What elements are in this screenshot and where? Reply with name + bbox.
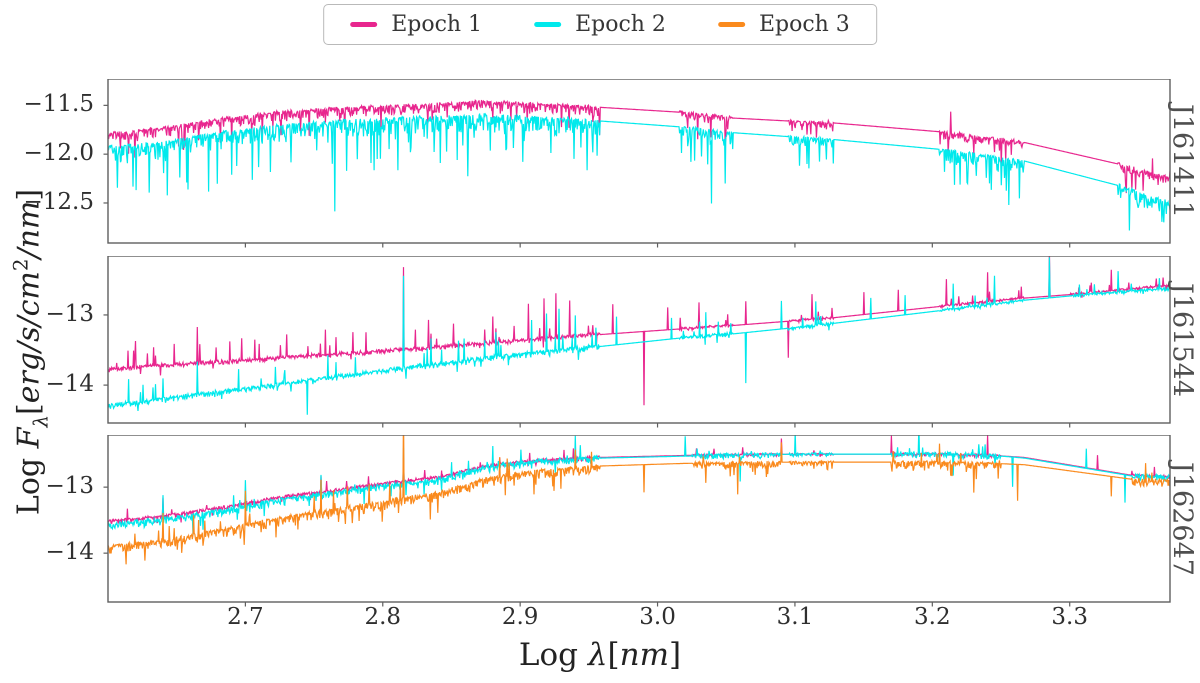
legend-label-epoch-1: Epoch 1: [391, 12, 483, 37]
x-tick-label: 2.8: [364, 604, 402, 630]
x-axis-label: Log λ[nm]: [519, 637, 681, 673]
x-tick-label: 2.7: [227, 604, 264, 630]
y-axis-label-sup-2: 2: [9, 258, 33, 272]
legend-swatch-epoch-1: [350, 22, 378, 27]
y-axis-label: Log Fλ[erg/s/cm2/nm]: [10, 189, 53, 515]
legend: Epoch 1 Epoch 2 Epoch 3: [323, 4, 877, 45]
x-tick-label: 3.1: [776, 604, 814, 630]
series-epoch-2: [108, 112, 1170, 231]
legend-item-epoch-1: Epoch 1: [350, 12, 482, 37]
legend-label-epoch-3: Epoch 3: [758, 12, 850, 37]
series-epoch-2: [108, 257, 1170, 415]
y-tick-label: −14: [45, 539, 94, 566]
x-tick-label: 3.3: [1051, 604, 1088, 630]
y-tick-label: −13: [45, 473, 94, 500]
y-tick-label: −11.5: [23, 91, 94, 118]
series-epoch-1: [108, 435, 1170, 525]
legend-item-epoch-3: Epoch 3: [717, 12, 850, 37]
panel-label-j161411: J161411: [1166, 104, 1198, 218]
y-tick-label: −12.5: [23, 188, 94, 215]
legend-swatch-epoch-3: [717, 22, 745, 27]
x-tick-label: 3.0: [639, 604, 676, 630]
y-tick-label: −14: [45, 371, 94, 398]
y-axis-label-sub-lambda: λ: [29, 414, 53, 428]
panel-label-j161544: J161544: [1166, 282, 1198, 397]
panel-plot-j162647: [103, 435, 1171, 607]
series-epoch-1: [108, 256, 1170, 406]
legend-label-epoch-2: Epoch 2: [575, 12, 666, 37]
x-tick-label: 2.9: [501, 604, 539, 630]
y-axis-label-f: F: [11, 427, 47, 449]
series-epoch-2: [108, 435, 1170, 535]
x-axis-label-close-bracket: ]: [668, 637, 682, 673]
y-tick-label: −13: [45, 300, 94, 327]
x-axis-label-unit: nm: [619, 637, 669, 673]
panel-label-j162647: J162647: [1166, 461, 1198, 576]
x-axis-label-log: Log: [518, 637, 588, 673]
panel-plot-j161411: [103, 79, 1171, 248]
legend-item-epoch-2: Epoch 2: [534, 12, 666, 37]
x-tick-label: 3.2: [914, 604, 951, 630]
x-axis-label-lambda: λ: [587, 637, 608, 673]
series-epoch-3: [108, 435, 1170, 565]
panel-plot-j161544: [103, 256, 1171, 428]
x-axis-label-open-bracket: [: [607, 637, 620, 673]
legend-swatch-epoch-2: [534, 22, 562, 27]
series-epoch-1: [108, 99, 1170, 194]
y-axis-label-open-bracket: [: [11, 403, 47, 415]
y-tick-label: −12.0: [23, 140, 94, 167]
